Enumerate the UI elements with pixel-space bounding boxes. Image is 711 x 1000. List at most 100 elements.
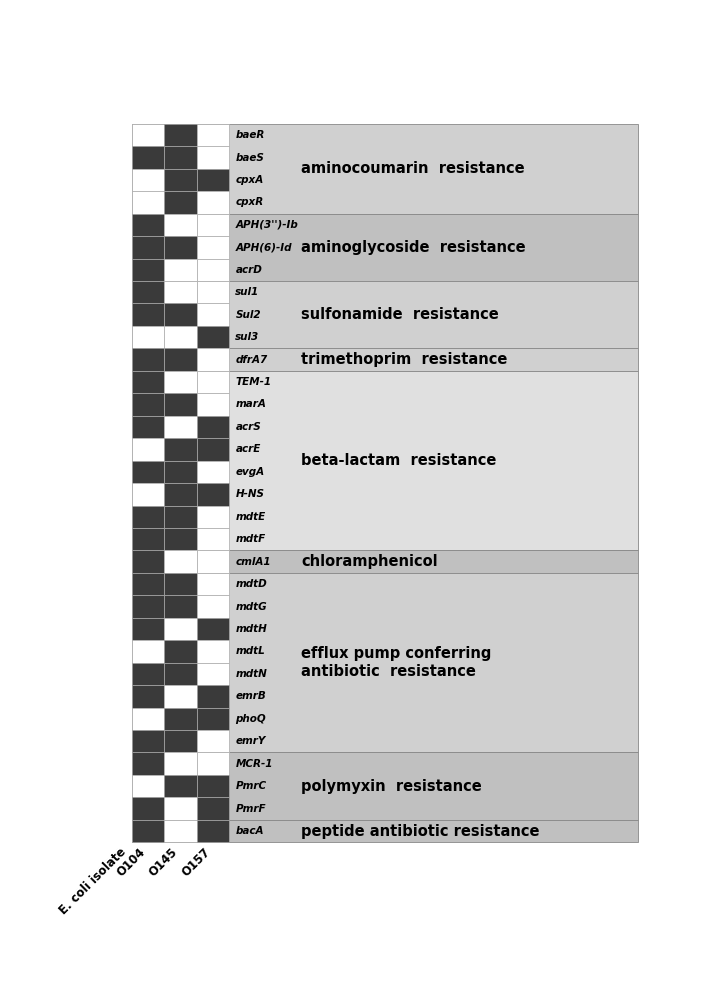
Bar <box>132 483 164 506</box>
Text: beta-lactam  resistance: beta-lactam resistance <box>301 453 496 468</box>
Bar <box>197 573 229 595</box>
Text: efflux pump conferring
antibiotic  resistance: efflux pump conferring antibiotic resist… <box>301 646 491 679</box>
Text: bacA: bacA <box>235 826 264 836</box>
Bar <box>164 528 197 550</box>
Text: O157: O157 <box>179 845 213 879</box>
Bar <box>164 236 197 259</box>
Text: sul1: sul1 <box>235 287 260 297</box>
Bar <box>132 303 164 326</box>
Bar <box>132 214 638 281</box>
Text: sul3: sul3 <box>235 332 260 342</box>
Bar <box>132 326 164 348</box>
Text: O145: O145 <box>146 845 181 879</box>
Text: emrY: emrY <box>235 736 266 746</box>
Bar <box>197 169 229 191</box>
Bar <box>164 393 197 416</box>
Bar <box>164 506 197 528</box>
Bar <box>164 752 197 775</box>
Bar <box>197 663 229 685</box>
Bar <box>164 214 197 236</box>
Bar <box>197 640 229 663</box>
Bar <box>132 393 164 416</box>
Bar <box>197 416 229 438</box>
Bar <box>132 124 164 146</box>
Bar <box>164 550 197 573</box>
Bar <box>132 169 164 191</box>
Text: mdtN: mdtN <box>235 669 267 679</box>
Bar <box>164 438 197 461</box>
Bar <box>132 573 638 752</box>
Bar <box>132 348 164 371</box>
Text: cpxA: cpxA <box>235 175 264 185</box>
Bar <box>164 797 197 820</box>
Bar <box>197 146 229 169</box>
Text: mdtE: mdtE <box>235 512 266 522</box>
Bar <box>164 595 197 618</box>
Text: phoQ: phoQ <box>235 714 266 724</box>
Bar <box>132 820 164 842</box>
Bar <box>132 640 164 663</box>
Bar <box>197 371 229 393</box>
Text: acrE: acrE <box>235 444 261 454</box>
Text: baeS: baeS <box>235 153 264 163</box>
Bar <box>197 730 229 752</box>
Text: TEM-1: TEM-1 <box>235 377 272 387</box>
Bar <box>164 685 197 708</box>
Bar <box>132 281 164 303</box>
Bar <box>164 640 197 663</box>
Bar <box>132 146 164 169</box>
Text: peptide antibiotic resistance: peptide antibiotic resistance <box>301 824 540 839</box>
Bar <box>164 663 197 685</box>
Bar <box>132 348 638 371</box>
Bar <box>132 124 638 214</box>
Bar <box>164 483 197 506</box>
Bar <box>197 214 229 236</box>
Bar <box>164 618 197 640</box>
Bar <box>197 550 229 573</box>
Bar <box>164 281 197 303</box>
Bar <box>164 326 197 348</box>
Bar <box>197 528 229 550</box>
Text: trimethoprim  resistance: trimethoprim resistance <box>301 352 508 367</box>
Bar <box>132 259 164 281</box>
Bar <box>164 191 197 214</box>
Text: mdtL: mdtL <box>235 646 265 656</box>
Text: PmrF: PmrF <box>235 804 266 814</box>
Bar <box>197 461 229 483</box>
Bar <box>132 685 164 708</box>
Text: mdtH: mdtH <box>235 624 267 634</box>
Bar <box>132 797 164 820</box>
Text: H-NS: H-NS <box>235 489 264 499</box>
Text: cmlA1: cmlA1 <box>235 557 271 567</box>
Bar <box>164 348 197 371</box>
Bar <box>132 752 638 820</box>
Bar <box>197 618 229 640</box>
Bar <box>132 752 164 775</box>
Bar <box>197 820 229 842</box>
Text: aminocoumarin  resistance: aminocoumarin resistance <box>301 161 525 176</box>
Bar <box>164 146 197 169</box>
Bar <box>132 730 164 752</box>
Text: APH(6)-Id: APH(6)-Id <box>235 242 292 252</box>
Text: polymyxin  resistance: polymyxin resistance <box>301 779 482 794</box>
Text: mdtG: mdtG <box>235 602 267 612</box>
Text: acrD: acrD <box>235 265 262 275</box>
Text: APH(3'')-Ib: APH(3'')-Ib <box>235 220 298 230</box>
Bar <box>197 708 229 730</box>
Bar <box>197 259 229 281</box>
Bar <box>164 820 197 842</box>
Bar <box>197 775 229 797</box>
Bar <box>132 236 164 259</box>
Bar <box>164 371 197 393</box>
Text: sulfonamide  resistance: sulfonamide resistance <box>301 307 499 322</box>
Bar <box>164 461 197 483</box>
Text: MCR-1: MCR-1 <box>235 759 273 769</box>
Text: acrS: acrS <box>235 422 261 432</box>
Bar <box>132 461 164 483</box>
Bar <box>132 438 164 461</box>
Text: aminoglycoside  resistance: aminoglycoside resistance <box>301 240 526 255</box>
Bar <box>132 618 164 640</box>
Text: E. coli isolate: E. coli isolate <box>57 845 129 917</box>
Bar <box>164 416 197 438</box>
Bar <box>197 348 229 371</box>
